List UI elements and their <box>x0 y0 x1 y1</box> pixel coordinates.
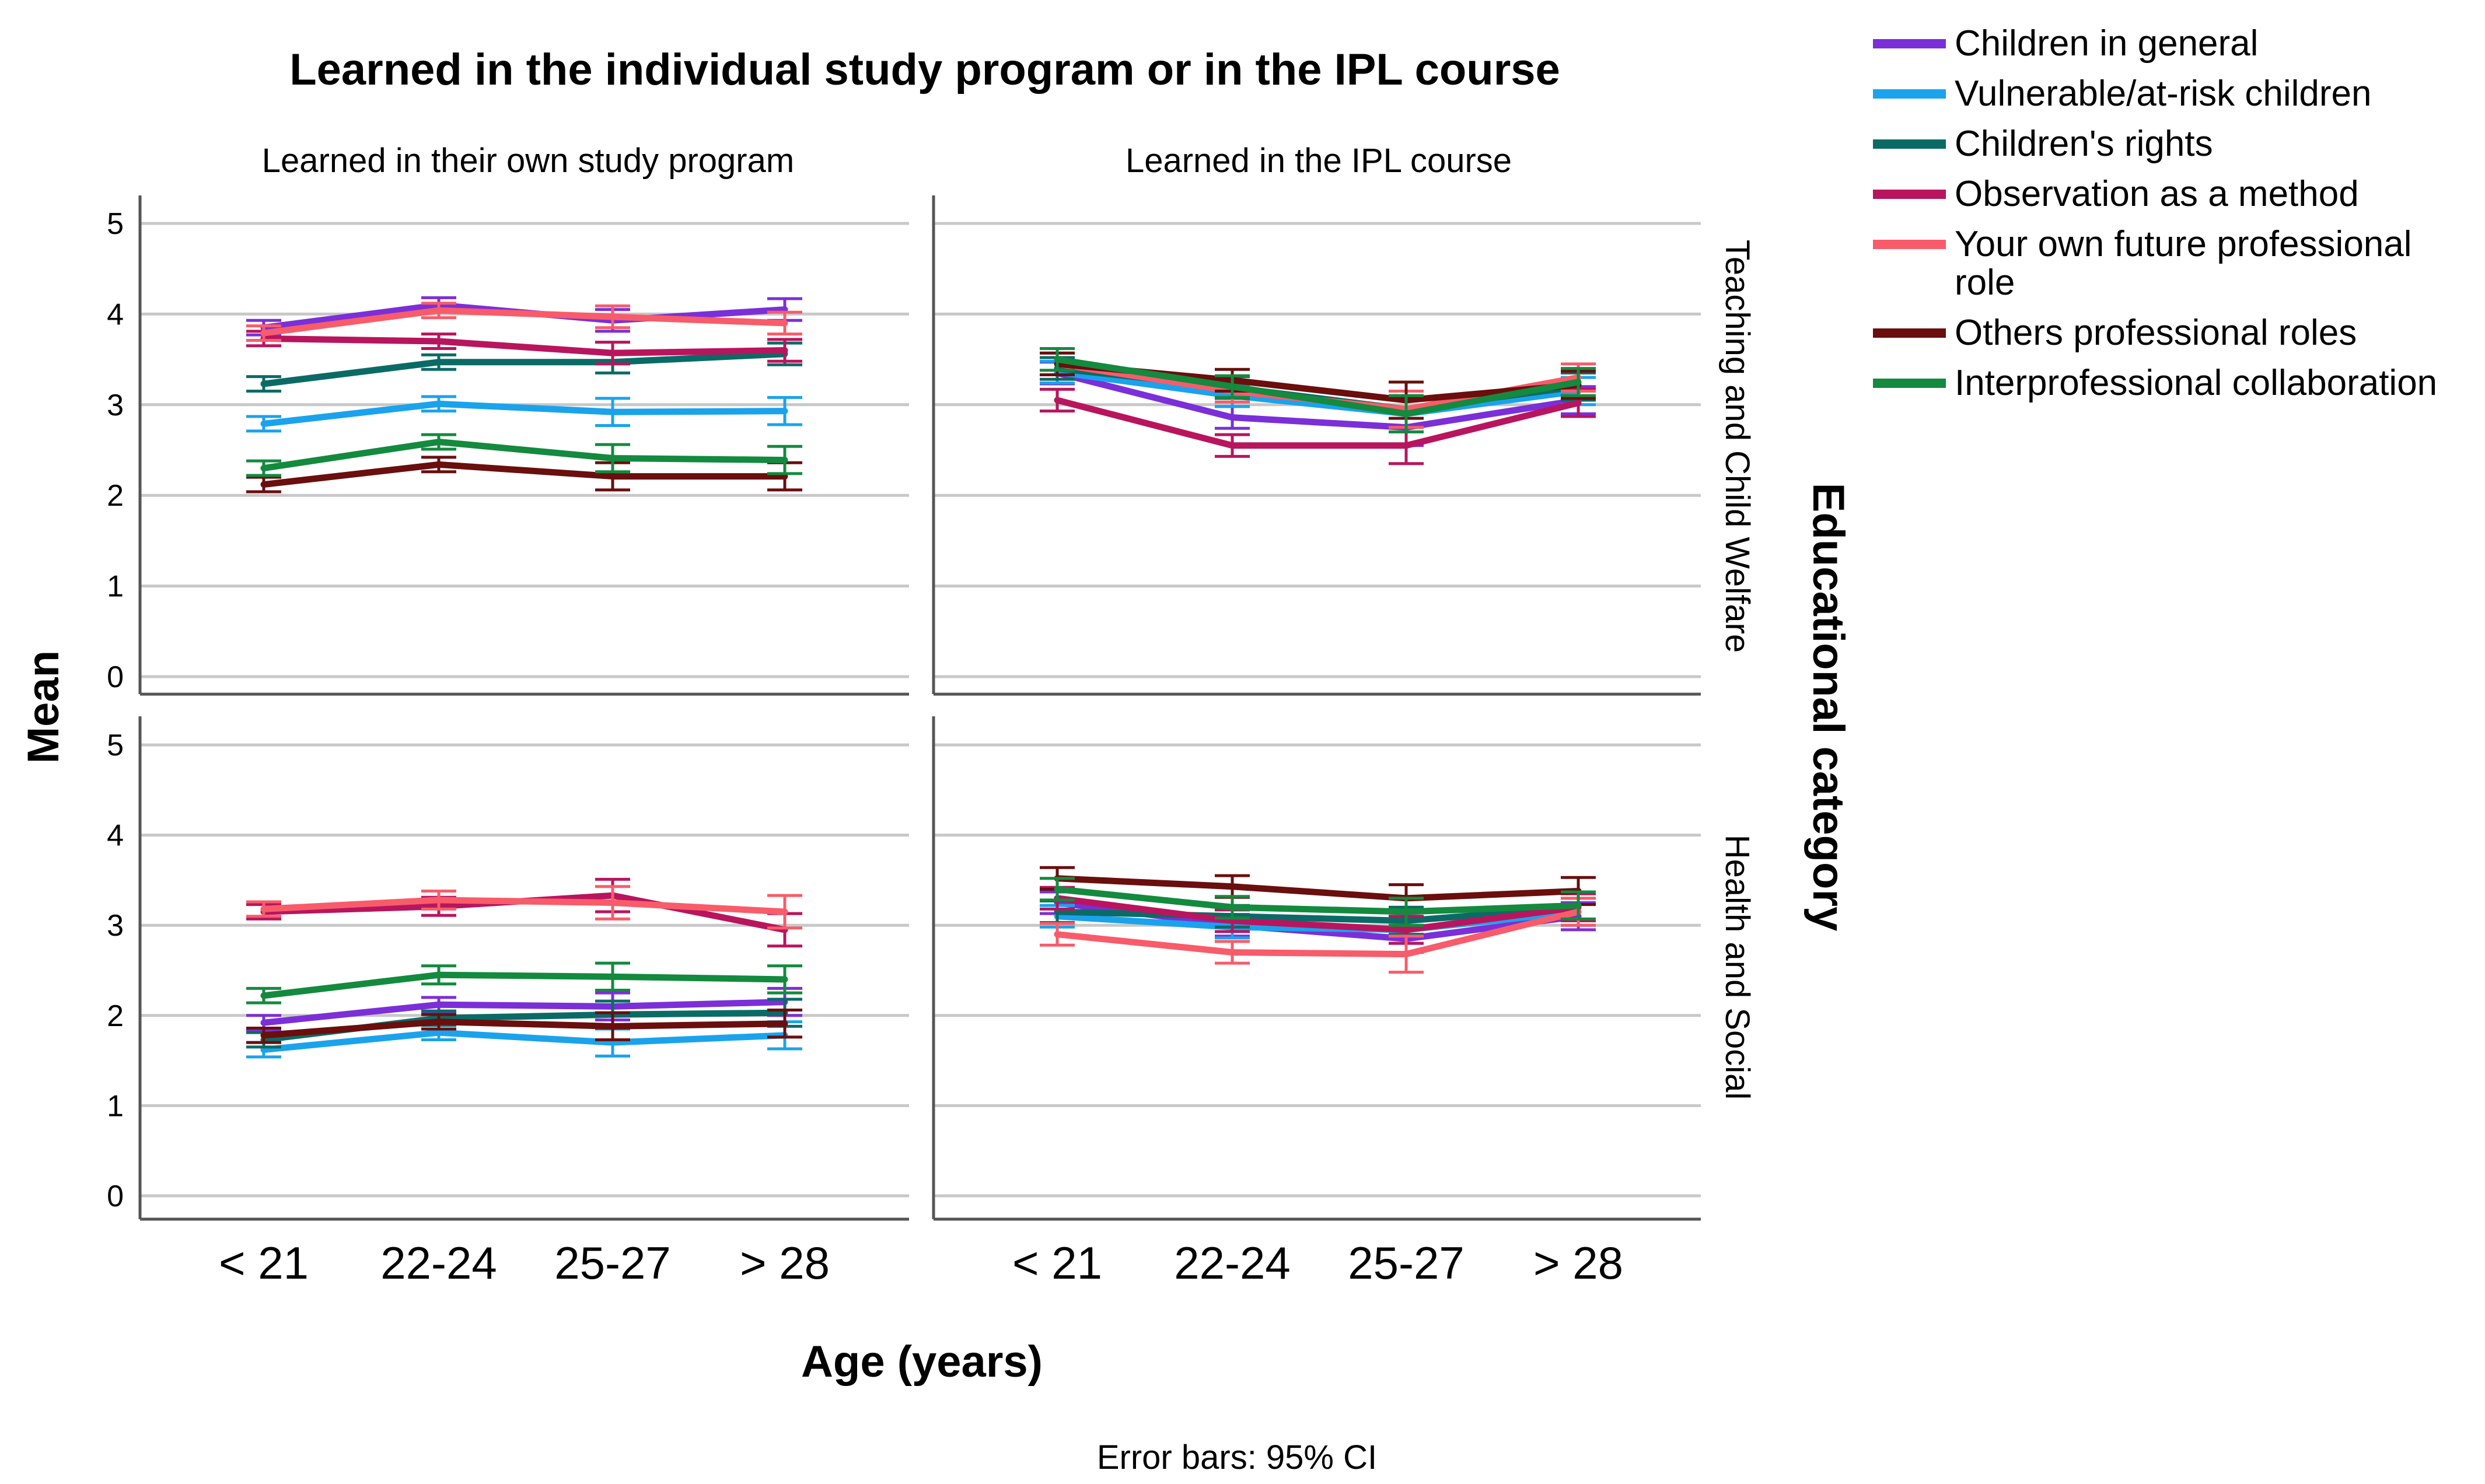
x-tick-label: > 28 <box>1533 1237 1623 1289</box>
y-tick-label: 4 <box>107 298 124 331</box>
series-group <box>246 395 802 433</box>
row-facet-axis-title: Educational category <box>1804 483 1853 932</box>
y-tick-label: 3 <box>107 909 124 943</box>
series-line <box>1054 369 1582 431</box>
y-tick-label: 1 <box>107 1089 124 1123</box>
panel-r1-c0 <box>138 716 909 1221</box>
x-tick-label: 25-27 <box>1348 1237 1465 1289</box>
y-tick-label: 4 <box>107 819 124 853</box>
series-group <box>246 1009 802 1044</box>
series-line <box>1054 356 1582 417</box>
panel-series-r0-c0 <box>246 296 802 494</box>
legend-item: Children's rights <box>1873 124 2213 164</box>
legend: Children in general Vulnerable/at-risk ch… <box>1873 23 2437 403</box>
panel-series-r0-c1 <box>1040 346 1596 466</box>
row-facet-label-health: Health and Social <box>1718 835 1756 1100</box>
plot-panels: 0 1 2 3 4 5 0 1 2 3 4 5 < 21 22-24 25-27 > 28 < 21 22-24 2… <box>107 195 1701 1289</box>
chart-title: Learned in the individual study program … <box>289 45 1560 94</box>
legend-label: Your own future professional <box>1955 224 2412 264</box>
series-line <box>1054 908 1582 958</box>
series-line <box>260 999 788 1026</box>
series-line <box>260 1029 788 1054</box>
legend-label: role <box>1955 262 2015 303</box>
x-tick-label: > 28 <box>740 1237 830 1289</box>
series-line <box>260 439 788 472</box>
series-line <box>1054 895 1582 933</box>
x-tick-label: < 21 <box>219 1237 309 1289</box>
row-facet-label-teaching: Teaching and Child Welfare <box>1718 240 1756 653</box>
x-tick-label: < 21 <box>1012 1237 1102 1289</box>
series-line <box>1054 875 1582 902</box>
panel-r0-c0 <box>138 195 909 696</box>
y-tick-label: 2 <box>107 479 124 513</box>
series-line <box>1054 369 1582 417</box>
x-axis-title: Age (years) <box>801 1337 1043 1387</box>
series-group <box>1040 346 1596 433</box>
legend-label: Children in general <box>1955 23 2258 64</box>
y-axis-title: Mean <box>19 650 68 764</box>
panel-r1-c1 <box>932 716 1701 1221</box>
series-line <box>1054 397 1582 449</box>
legend-item: Observation as a method <box>1873 174 2359 214</box>
series-line <box>1054 886 1582 915</box>
legend-item: Interprofessional collaboration <box>1873 363 2437 403</box>
series-group <box>246 433 802 477</box>
y-tick-label: 2 <box>107 999 124 1033</box>
series-group <box>246 961 802 1005</box>
legend-label: Vulnerable/at-risk children <box>1955 74 2371 114</box>
series-group <box>246 302 802 342</box>
series-line <box>260 897 788 915</box>
legend-item: Vulnerable/at-risk children <box>1873 74 2371 114</box>
legend-label: Others professional roles <box>1955 313 2357 353</box>
legend-label: Children's rights <box>1955 124 2213 164</box>
y-tick-label: 3 <box>107 388 124 422</box>
series-group <box>246 877 802 948</box>
x-tick-label: 22-24 <box>1174 1237 1291 1289</box>
legend-label: Observation as a method <box>1955 174 2359 214</box>
legend-item: Children in general <box>1873 23 2258 64</box>
legend-item: Others professional roles <box>1873 313 2357 353</box>
series-line <box>260 1019 788 1039</box>
legend-label: Interprofessional collaboration <box>1955 363 2437 403</box>
series-line <box>260 461 788 488</box>
series-group <box>1040 877 1596 927</box>
y-tick-label: 5 <box>107 207 124 241</box>
panel-series-r1-c0 <box>246 877 802 1059</box>
x-tick-label: 22-24 <box>380 1237 497 1289</box>
column-facet-label-ipl-course: Learned in the IPL course <box>1126 142 1512 180</box>
series-line <box>260 335 788 356</box>
y-tick-label: 1 <box>107 570 124 604</box>
panel-r0-c1 <box>932 195 1701 696</box>
y-tick-label: 0 <box>107 1180 124 1213</box>
series-group <box>246 456 802 494</box>
x-tick-label: 25-27 <box>554 1237 671 1289</box>
panel-series-r1-c1 <box>1040 866 1596 974</box>
series-line <box>260 971 788 999</box>
series-line <box>260 307 788 337</box>
y-tick-label: 0 <box>107 660 124 694</box>
series-group <box>246 885 802 930</box>
series-line <box>260 351 788 387</box>
footnote: Error bars: 95% CI <box>1097 1438 1377 1476</box>
series-line <box>1054 904 1582 924</box>
series-line <box>260 400 788 427</box>
y-tick-label: 5 <box>107 729 124 762</box>
column-facet-label-own-program: Learned in their own study program <box>262 142 794 180</box>
